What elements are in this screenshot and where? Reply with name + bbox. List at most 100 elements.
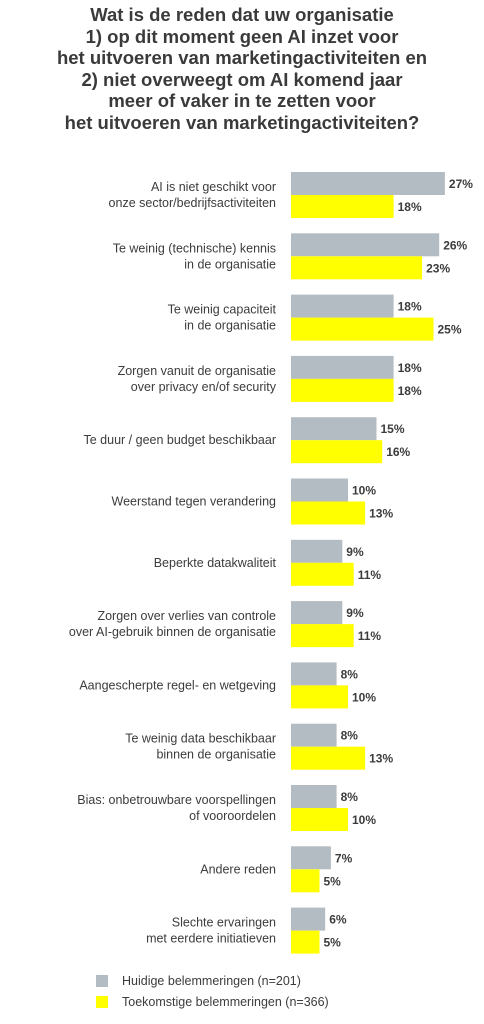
bar-current (291, 846, 331, 870)
chart-title-line: het uitvoeren van marketingactiviteiten? (64, 111, 420, 133)
value-label: 10% (352, 813, 376, 827)
value-label: 8% (341, 729, 359, 743)
bar-future (291, 256, 423, 280)
category-label-line: onze sector/bedrijfsactiviteiten (109, 196, 276, 210)
category-label: Beperkte datakwaliteit (154, 556, 277, 570)
value-label: 26% (443, 238, 467, 252)
legend-swatch (96, 996, 108, 1008)
value-labels: 27% 18% 26% 23% 18% 25% 18% 18% 15% 16% 10% 13% 9% 11… (324, 177, 474, 950)
chart-title: Wat is de reden dat uw organisatie 1) op … (0, 4, 484, 133)
bar-future (291, 317, 434, 341)
bar-future (291, 440, 383, 464)
value-label: 23% (426, 261, 450, 275)
value-label: 7% (335, 851, 353, 865)
legend: Huidige belemmeringen (n=201) Toekomstige… (96, 974, 329, 1009)
category-label: Weerstand tegen verandering (112, 495, 277, 509)
chart-title-line: 1) op dit moment geen AI inzet voor (85, 25, 399, 47)
legend-label: Toekomstige belemmeringen (n=366) (122, 995, 329, 1009)
category-label: Te weinig (technische) kennis in de organ… (113, 241, 276, 271)
category-label: Slechte ervaringen met eerdere initiatiev… (146, 916, 276, 946)
bar-future (291, 624, 354, 648)
category-label-line: over privacy en/of security (131, 380, 277, 394)
bar-current (291, 539, 343, 563)
category-label: Zorgen over verlies van controle over AI-… (69, 609, 276, 639)
category-label-line: AI is niet geschikt voor (151, 180, 276, 194)
category-label-line: Weerstand tegen verandering (112, 495, 277, 509)
value-label: 16% (386, 445, 410, 459)
bar-current (291, 662, 337, 686)
chart-title-line: meer of vaker in te zetten voor (108, 90, 376, 111)
category-label: Te weinig data beschikbaar binnen de orga… (125, 732, 276, 762)
chart-title-line: Wat is de reden dat uw organisatie (90, 4, 394, 25)
value-label: 6% (329, 913, 347, 927)
category-label-line: Beperkte datakwaliteit (154, 556, 277, 570)
bars (291, 172, 445, 954)
bar-future (291, 930, 320, 954)
bar-current (291, 907, 326, 931)
value-label: 13% (369, 507, 393, 521)
value-label: 11% (358, 629, 382, 643)
category-label-line: Bias: onbetrouwbare voorspellingen (77, 793, 276, 807)
category-label-line: over AI-gebruik binnen de organisatie (69, 625, 276, 639)
category-label: Aangescherpte regel- en wetgeving (79, 678, 276, 692)
category-label-line: Te weinig capaciteit (168, 303, 277, 317)
value-label: 9% (346, 545, 364, 559)
bar-future (291, 685, 348, 709)
category-label-line: Aangescherpte regel- en wetgeving (79, 678, 276, 692)
category-label-line: Te duur / geen budget beschikbaar (84, 433, 277, 447)
bar-current (291, 785, 337, 808)
value-label: 5% (324, 874, 342, 888)
value-label: 18% (398, 200, 422, 214)
value-label: 13% (369, 752, 393, 766)
bar-current (291, 355, 394, 379)
category-label-line: in de organisatie (184, 319, 276, 333)
value-label: 9% (346, 606, 364, 620)
bar-current (291, 172, 445, 195)
value-label: 5% (324, 936, 342, 950)
value-label: 8% (341, 790, 359, 804)
legend-item: Huidige belemmeringen (n=201) (96, 974, 301, 988)
bar-future (291, 501, 366, 525)
bar-current (291, 723, 337, 747)
category-label-line: of vooroordelen (189, 809, 276, 823)
value-label: 25% (438, 323, 462, 337)
category-label: Te duur / geen budget beschikbaar (84, 433, 277, 447)
bar-current (291, 294, 394, 318)
value-label: 15% (381, 422, 405, 436)
bar-future (291, 808, 348, 831)
value-label: 18% (398, 384, 422, 398)
category-label-line: Andere reden (200, 862, 276, 876)
bar-current (291, 601, 343, 625)
value-label: 11% (358, 568, 382, 582)
chart-title-line: 2) niet overweegt om AI komend jaar (81, 68, 403, 90)
bar-current (291, 478, 348, 502)
bar-future (291, 562, 354, 586)
bar-current (291, 233, 440, 257)
category-label-line: met eerdere initiatieven (146, 932, 276, 946)
category-labels: AI is niet geschikt voor onze sector/bedr… (69, 180, 277, 946)
bar-future (291, 378, 394, 402)
category-label-line: Te weinig data beschikbaar (125, 732, 276, 746)
value-label: 18% (398, 300, 422, 314)
chart-title-line: het uitvoeren van marketingactiviteiten … (56, 47, 428, 68)
category-label-line: binnen de organisatie (156, 748, 276, 762)
category-label-line: Te weinig (technische) kennis (113, 241, 276, 255)
value-label: 8% (341, 667, 359, 681)
bar-current (291, 417, 377, 441)
value-label: 27% (449, 177, 473, 191)
category-label: Bias: onbetrouwbare voorspellingen of voo… (77, 793, 276, 823)
category-label: Zorgen vanuit de organisatie over privacy… (118, 364, 277, 394)
category-label: Andere reden (200, 862, 276, 876)
value-label: 10% (352, 690, 376, 704)
legend-swatch (96, 975, 108, 987)
value-label: 10% (352, 484, 376, 498)
category-label-line: in de organisatie (184, 257, 276, 271)
value-label: 18% (398, 361, 422, 375)
category-label: AI is niet geschikt voor onze sector/bedr… (109, 180, 276, 210)
category-label-line: Zorgen vanuit de organisatie (118, 364, 276, 378)
category-label: Te weinig capaciteit in de organisatie (168, 303, 277, 333)
bar-future (291, 746, 366, 770)
category-label-line: Slechte ervaringen (172, 916, 276, 930)
legend-item: Toekomstige belemmeringen (n=366) (96, 995, 329, 1009)
